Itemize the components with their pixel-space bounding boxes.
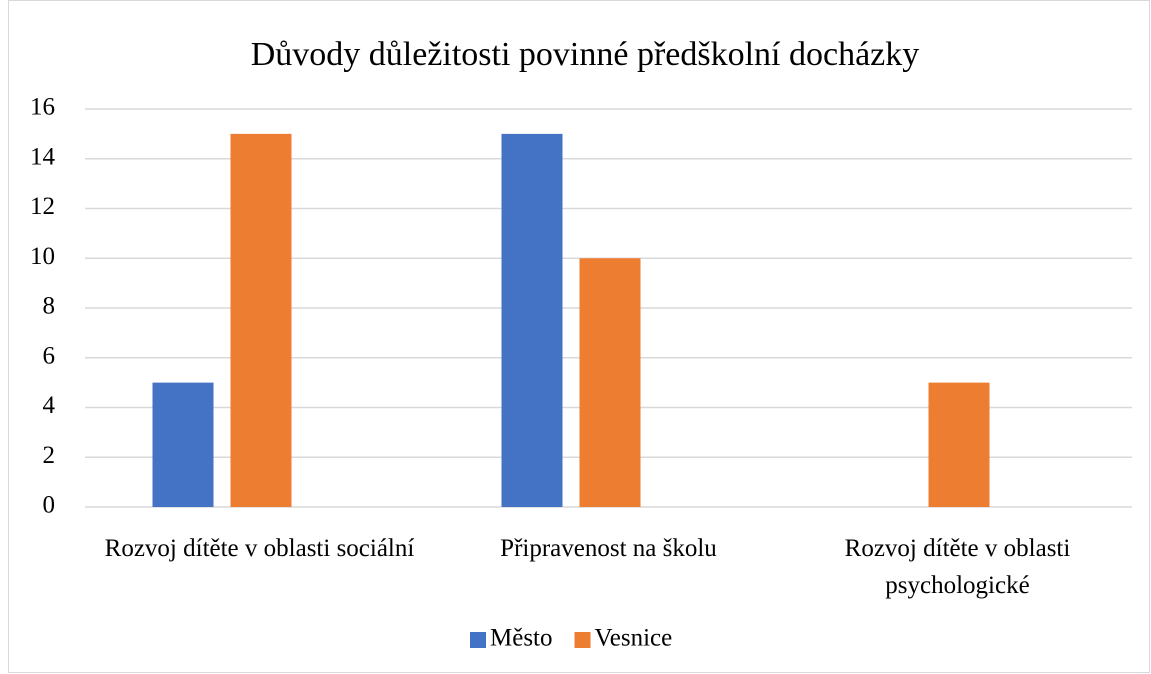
y-tick-label: 12 (30, 193, 55, 220)
x-tick-label: Rozvoj dítěte v oblasti sociální (104, 535, 415, 562)
y-tick-label: 10 (30, 243, 55, 270)
bar (152, 382, 214, 507)
bar (579, 258, 641, 507)
bar (501, 133, 563, 507)
y-tick-label: 6 (43, 342, 56, 369)
legend-label: Město (490, 625, 553, 652)
y-tick-label: 2 (43, 442, 56, 469)
x-tick-label: Připravenost na školu (500, 535, 717, 562)
y-tick-label: 14 (30, 143, 56, 170)
y-tick-label: 4 (43, 392, 56, 419)
bar (928, 382, 990, 507)
bar (230, 133, 292, 507)
y-tick-label: 8 (43, 293, 56, 320)
x-tick-label: Rozvoj dítěte v oblasti psychologické (844, 535, 1071, 599)
y-tick-label: 16 (30, 94, 55, 121)
legend-swatch (574, 632, 591, 648)
legend-swatch (470, 632, 486, 648)
legend-label: Vesnice (595, 625, 673, 652)
chart-title: Důvody důležitosti povinné předškolní do… (251, 36, 920, 73)
chart-border (8, 0, 1150, 673)
y-tick-label: 0 (43, 492, 56, 519)
